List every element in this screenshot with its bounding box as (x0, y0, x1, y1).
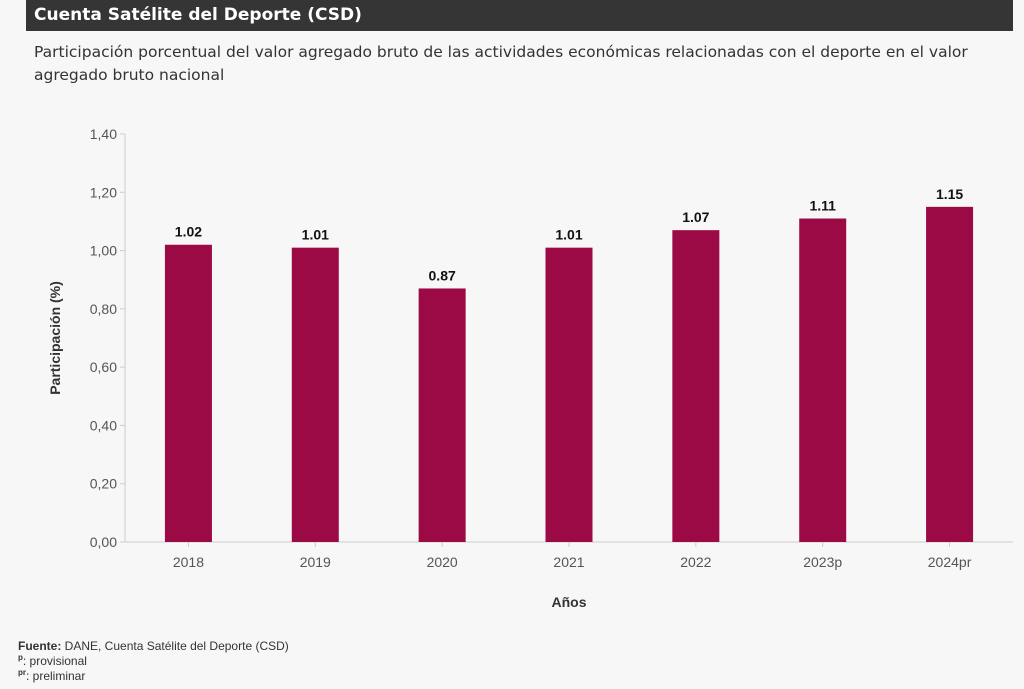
source-label: Fuente: (18, 639, 62, 653)
x-axis-title: Años (552, 594, 587, 610)
data-label: 1.02 (175, 224, 202, 240)
y-tick-label: 0,80 (90, 301, 117, 317)
bar (164, 244, 212, 542)
x-tick-label: 2020 (427, 554, 458, 570)
y-tick-label: 0,00 (90, 534, 117, 550)
bar (545, 247, 593, 542)
y-tick-label: 1,20 (90, 184, 117, 200)
x-tick-label: 2021 (553, 554, 584, 570)
bar (418, 288, 466, 542)
x-tick-label: 2019 (300, 554, 331, 570)
bar (291, 247, 339, 542)
x-tick-label: 2023p (803, 554, 842, 570)
bar (672, 230, 720, 542)
x-tick-label: 2018 (173, 554, 204, 570)
y-tick-label: 0,40 (90, 417, 117, 433)
chart-title: Participación porcentual del valor agreg… (34, 43, 968, 84)
x-tick-label: 2024pr (928, 554, 972, 570)
x-tick-label: 2022 (680, 554, 711, 570)
footer: Fuente: DANE, Cuenta Satélite del Deport… (18, 640, 289, 682)
y-tick-label: 1,00 (90, 243, 117, 259)
data-label: 1.01 (302, 227, 329, 243)
p-note: : provisional (22, 654, 87, 668)
header-title: Cuenta Satélite del Deporte (CSD) (26, 0, 1013, 31)
pr-sup: pr (18, 668, 26, 677)
pr-note: : preliminar (26, 669, 86, 683)
bar (926, 206, 974, 542)
source-text: DANE, Cuenta Satélite del Deporte (CSD) (61, 639, 289, 653)
data-label: 1.01 (555, 227, 582, 243)
data-label: 1.07 (682, 209, 709, 225)
data-label: 1.15 (936, 186, 963, 202)
bar (799, 218, 847, 542)
y-tick-label: 1,40 (90, 126, 117, 142)
y-tick-label: 0,60 (90, 359, 117, 375)
y-tick-label: 0,20 (90, 476, 117, 492)
data-label: 0.87 (429, 267, 456, 283)
data-label: 1.11 (809, 198, 836, 214)
y-axis-title: Participación (%) (47, 281, 63, 395)
p-sup: p (18, 653, 23, 662)
